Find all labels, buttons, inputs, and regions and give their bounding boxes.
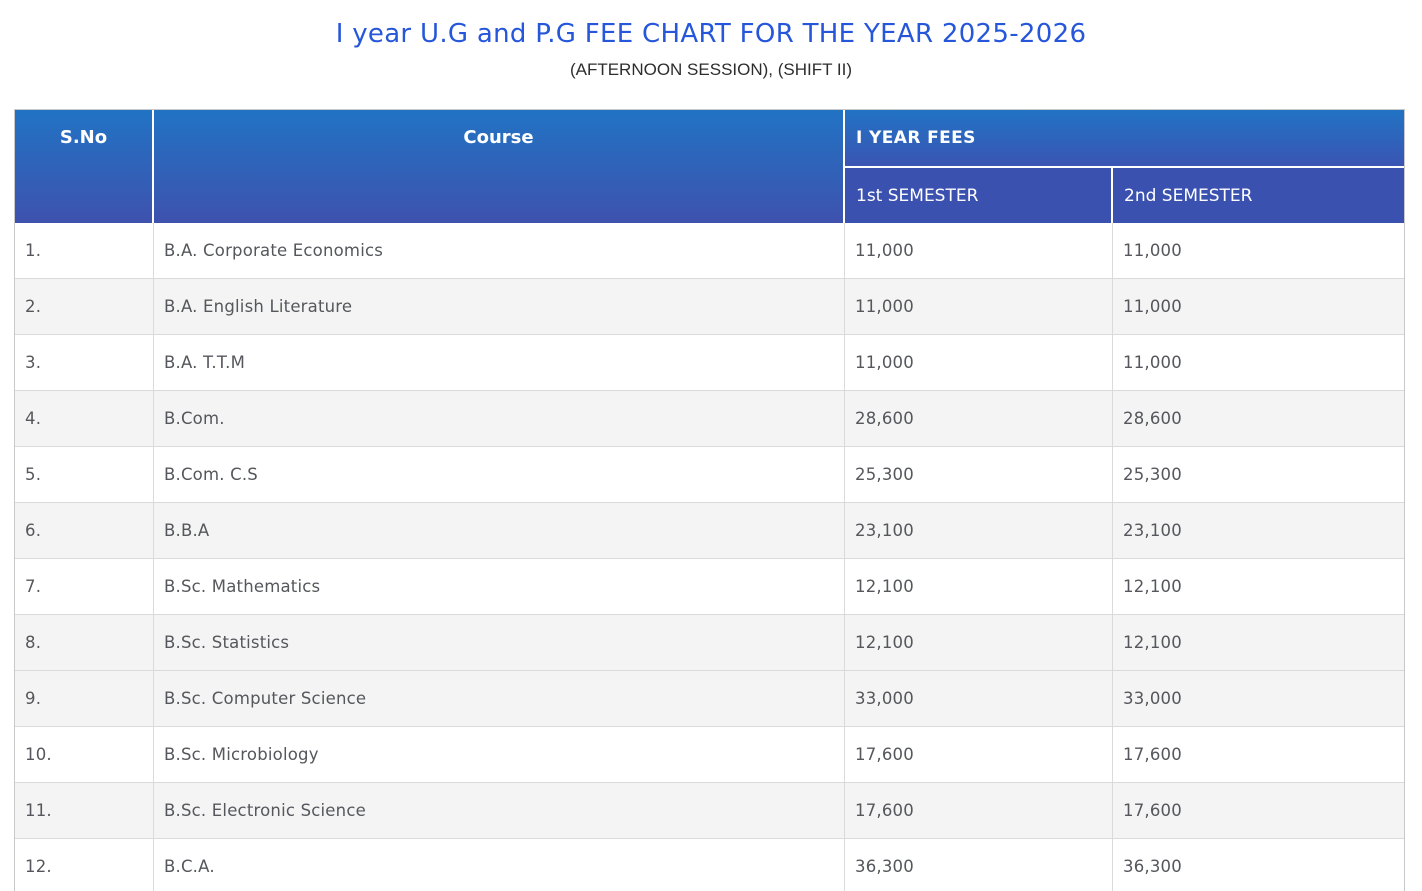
cell-sem2-fee: 12,100 xyxy=(1113,559,1404,615)
table-row: 2. B.A. English Literature 11,000 11,000 xyxy=(15,279,1404,335)
cell-sem2-fee: 17,600 xyxy=(1113,783,1404,839)
fee-chart-page: I year U.G and P.G FEE CHART FOR THE YEA… xyxy=(0,16,1422,891)
cell-sem1-fee: 36,300 xyxy=(845,839,1113,891)
header-row-main: S.No Course I YEAR FEES xyxy=(15,110,1404,168)
table-row: 10. B.Sc. Microbiology 17,600 17,600 xyxy=(15,727,1404,783)
cell-sem2-fee: 33,000 xyxy=(1113,671,1404,727)
cell-sem2-fee: 36,300 xyxy=(1113,839,1404,891)
cell-course: B.Com. C.S xyxy=(154,447,845,503)
cell-sno: 12. xyxy=(15,839,154,891)
cell-course: B.B.A xyxy=(154,503,845,559)
cell-course: B.Sc. Microbiology xyxy=(154,727,845,783)
table-row: 12. B.C.A. 36,300 36,300 xyxy=(15,839,1404,891)
cell-sno: 3. xyxy=(15,335,154,391)
cell-sem2-fee: 11,000 xyxy=(1113,279,1404,335)
cell-sno: 9. xyxy=(15,671,154,727)
cell-sem1-fee: 17,600 xyxy=(845,783,1113,839)
cell-sem2-fee: 23,100 xyxy=(1113,503,1404,559)
table-row: 8. B.Sc. Statistics 12,100 12,100 xyxy=(15,615,1404,671)
cell-sem2-fee: 11,000 xyxy=(1113,223,1404,279)
table-row: 3. B.A. T.T.M 11,000 11,000 xyxy=(15,335,1404,391)
cell-sem1-fee: 11,000 xyxy=(845,279,1113,335)
cell-course: B.Sc. Statistics xyxy=(154,615,845,671)
cell-sem1-fee: 17,600 xyxy=(845,727,1113,783)
cell-sno: 4. xyxy=(15,391,154,447)
cell-sem1-fee: 12,100 xyxy=(845,615,1113,671)
page-subtitle: (AFTERNOON SESSION), (SHIFT II) xyxy=(0,59,1422,81)
column-header-sem1: 1st SEMESTER xyxy=(845,168,1113,223)
cell-sem2-fee: 25,300 xyxy=(1113,447,1404,503)
cell-sno: 6. xyxy=(15,503,154,559)
table-row: 11. B.Sc. Electronic Science 17,600 17,6… xyxy=(15,783,1404,839)
table-row: 4. B.Com. 28,600 28,600 xyxy=(15,391,1404,447)
column-header-year-fees: I YEAR FEES xyxy=(845,110,1404,168)
cell-sno: 10. xyxy=(15,727,154,783)
cell-sem1-fee: 23,100 xyxy=(845,503,1113,559)
cell-course: B.A. English Literature xyxy=(154,279,845,335)
cell-course: B.Sc. Electronic Science xyxy=(154,783,845,839)
fee-table: S.No Course I YEAR FEES 1st SEMESTER 2nd… xyxy=(14,109,1405,891)
table-row: 9. B.Sc. Computer Science 33,000 33,000 xyxy=(15,671,1404,727)
cell-sno: 8. xyxy=(15,615,154,671)
page-title: I year U.G and P.G FEE CHART FOR THE YEA… xyxy=(0,16,1422,52)
cell-course: B.A. T.T.M xyxy=(154,335,845,391)
cell-sem2-fee: 12,100 xyxy=(1113,615,1404,671)
cell-sno: 11. xyxy=(15,783,154,839)
table-row: 5. B.Com. C.S 25,300 25,300 xyxy=(15,447,1404,503)
cell-sem1-fee: 12,100 xyxy=(845,559,1113,615)
fee-table-header: S.No Course I YEAR FEES 1st SEMESTER 2nd… xyxy=(15,110,1404,223)
cell-sem2-fee: 17,600 xyxy=(1113,727,1404,783)
cell-course: B.Sc. Computer Science xyxy=(154,671,845,727)
cell-sno: 1. xyxy=(15,223,154,279)
cell-sem1-fee: 28,600 xyxy=(845,391,1113,447)
cell-course: B.C.A. xyxy=(154,839,845,891)
cell-course: B.A. Corporate Economics xyxy=(154,223,845,279)
cell-sem2-fee: 28,600 xyxy=(1113,391,1404,447)
cell-sno: 7. xyxy=(15,559,154,615)
column-header-course: Course xyxy=(154,110,845,223)
fee-table-body: 1. B.A. Corporate Economics 11,000 11,00… xyxy=(15,223,1404,891)
table-row: 1. B.A. Corporate Economics 11,000 11,00… xyxy=(15,223,1404,279)
cell-sem1-fee: 33,000 xyxy=(845,671,1113,727)
cell-course: B.Com. xyxy=(154,391,845,447)
cell-sem2-fee: 11,000 xyxy=(1113,335,1404,391)
cell-sem1-fee: 25,300 xyxy=(845,447,1113,503)
cell-sno: 5. xyxy=(15,447,154,503)
cell-course: B.Sc. Mathematics xyxy=(154,559,845,615)
column-header-sno: S.No xyxy=(15,110,154,223)
table-row: 6. B.B.A 23,100 23,100 xyxy=(15,503,1404,559)
column-header-sem2: 2nd SEMESTER xyxy=(1113,168,1404,223)
cell-sem1-fee: 11,000 xyxy=(845,335,1113,391)
cell-sno: 2. xyxy=(15,279,154,335)
table-row: 7. B.Sc. Mathematics 12,100 12,100 xyxy=(15,559,1404,615)
cell-sem1-fee: 11,000 xyxy=(845,223,1113,279)
